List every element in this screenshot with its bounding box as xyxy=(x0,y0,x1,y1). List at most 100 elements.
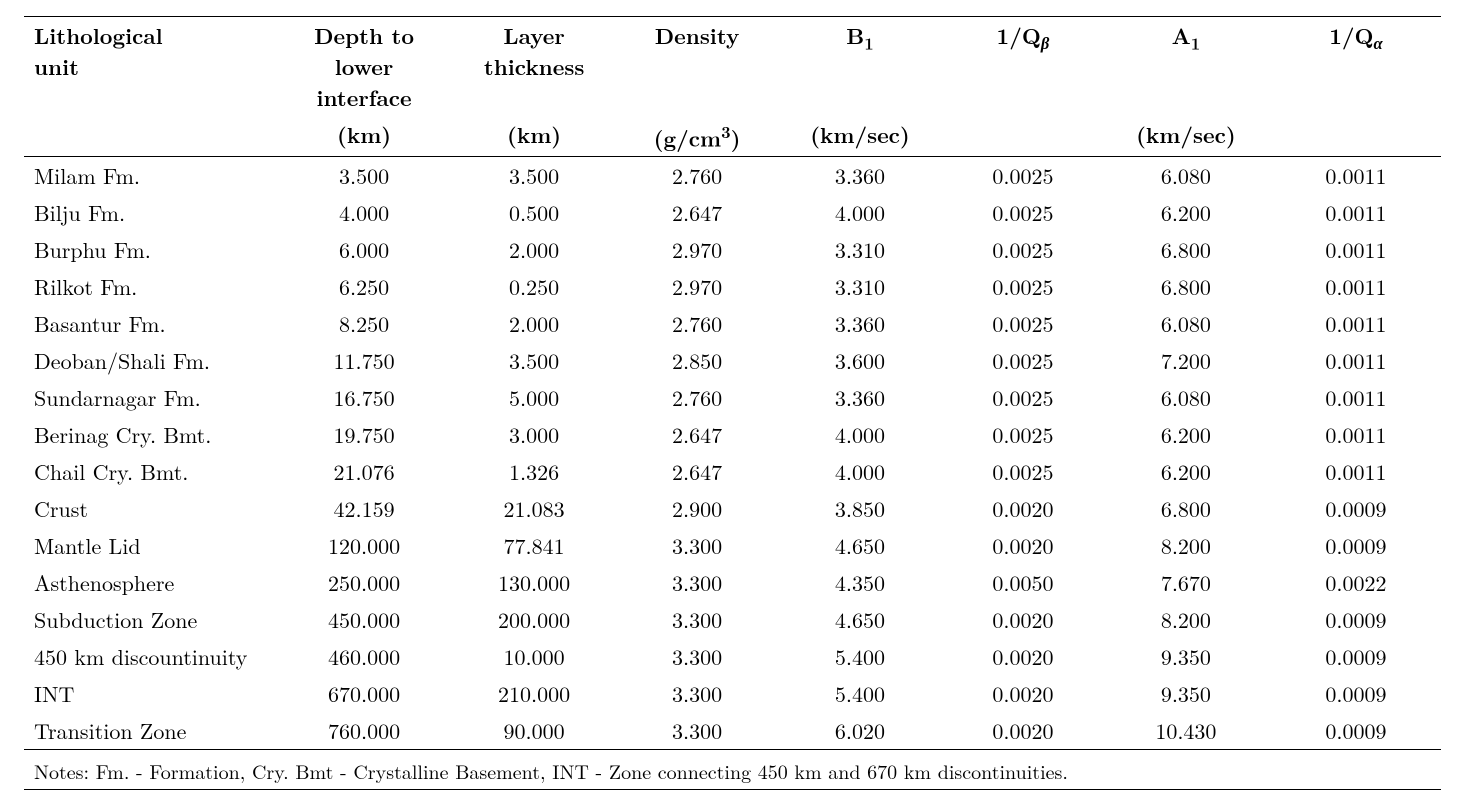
cell-b1: 5.400 xyxy=(775,638,945,675)
cell-qbeta: 0.0025 xyxy=(945,379,1101,416)
cell-unit: Burphu Fm. xyxy=(24,231,279,268)
cell-unit: Crust xyxy=(24,490,279,527)
cell-a1: 9.350 xyxy=(1101,638,1271,675)
cell-qbeta: 0.0020 xyxy=(945,527,1101,564)
cell-b1: 4.650 xyxy=(775,601,945,638)
table-row: Berinag Cry. Bmt.19.7503.0002.6474.0000.… xyxy=(24,416,1441,453)
table-row: Basantur Fm.8.2502.0002.7603.3600.00256.… xyxy=(24,305,1441,342)
cell-unit: Sundarnagar Fm. xyxy=(24,379,279,416)
cell-density: 2.647 xyxy=(619,453,775,490)
table-row: Asthenosphere250.000130.0003.3004.3500.0… xyxy=(24,564,1441,601)
cell-depth: 760.000 xyxy=(279,712,449,750)
cell-depth: 460.000 xyxy=(279,638,449,675)
table-foot: Notes: Fm. - Formation, Cry. Bmt - Cryst… xyxy=(24,750,1441,790)
cell-a1: 6.200 xyxy=(1101,453,1271,490)
cell-thickness: 3.500 xyxy=(449,157,619,195)
cell-thickness: 3.500 xyxy=(449,342,619,379)
cell-b1: 4.000 xyxy=(775,194,945,231)
col-header-b1: B1 xyxy=(775,17,945,117)
cell-a1: 6.800 xyxy=(1101,268,1271,305)
cell-density: 3.300 xyxy=(619,564,775,601)
table-row: Sundarnagar Fm.16.7505.0002.7603.3600.00… xyxy=(24,379,1441,416)
table-head: LithologicalunitDepth tolowerinterfaceLa… xyxy=(24,17,1441,157)
col-header-a1: A1 xyxy=(1101,17,1271,117)
cell-a1: 8.200 xyxy=(1101,527,1271,564)
cell-depth: 21.076 xyxy=(279,453,449,490)
table-row: Chail Cry. Bmt.21.0761.3262.6474.0000.00… xyxy=(24,453,1441,490)
cell-qbeta: 0.0025 xyxy=(945,268,1101,305)
cell-unit: Asthenosphere xyxy=(24,564,279,601)
header-row-labels: LithologicalunitDepth tolowerinterfaceLa… xyxy=(24,17,1441,117)
cell-qalpha: 0.0011 xyxy=(1271,194,1441,231)
table-row: Subduction Zone450.000200.0003.3004.6500… xyxy=(24,601,1441,638)
cell-depth: 670.000 xyxy=(279,675,449,712)
cell-qbeta: 0.0025 xyxy=(945,157,1101,195)
cell-depth: 120.000 xyxy=(279,527,449,564)
cell-qbeta: 0.0020 xyxy=(945,712,1101,750)
cell-qalpha: 0.0011 xyxy=(1271,379,1441,416)
col-header-density: Density xyxy=(619,17,775,117)
cell-thickness: 90.000 xyxy=(449,712,619,750)
cell-qalpha: 0.0009 xyxy=(1271,712,1441,750)
cell-a1: 6.200 xyxy=(1101,416,1271,453)
cell-b1: 4.000 xyxy=(775,453,945,490)
cell-qalpha: 0.0009 xyxy=(1271,675,1441,712)
cell-qalpha: 0.0011 xyxy=(1271,231,1441,268)
cell-unit: Rilkot Fm. xyxy=(24,268,279,305)
cell-density: 2.760 xyxy=(619,157,775,195)
cell-depth: 250.000 xyxy=(279,564,449,601)
cell-b1: 3.310 xyxy=(775,268,945,305)
cell-qalpha: 0.0009 xyxy=(1271,490,1441,527)
cell-thickness: 3.000 xyxy=(449,416,619,453)
cell-thickness: 10.000 xyxy=(449,638,619,675)
table-row: Deoban/Shali Fm.11.7503.5002.8503.6000.0… xyxy=(24,342,1441,379)
cell-qalpha: 0.0011 xyxy=(1271,416,1441,453)
cell-unit: Deoban/Shali Fm. xyxy=(24,342,279,379)
table-row: 450 km discountinuity460.00010.0003.3005… xyxy=(24,638,1441,675)
cell-thickness: 5.000 xyxy=(449,379,619,416)
footnote-row: Notes: Fm. - Formation, Cry. Bmt - Cryst… xyxy=(24,750,1441,790)
cell-b1: 4.000 xyxy=(775,416,945,453)
cell-unit: Basantur Fm. xyxy=(24,305,279,342)
table-row: INT670.000210.0003.3005.4000.00209.3500.… xyxy=(24,675,1441,712)
col-unit-qbeta xyxy=(945,116,1101,157)
cell-a1: 6.800 xyxy=(1101,490,1271,527)
cell-unit: Chail Cry. Bmt. xyxy=(24,453,279,490)
cell-thickness: 2.000 xyxy=(449,231,619,268)
cell-a1: 9.350 xyxy=(1101,675,1271,712)
col-unit-depth: (km) xyxy=(279,116,449,157)
header-row-units: (km)(km)(g/cm3)(km/sec)(km/sec) xyxy=(24,116,1441,157)
cell-qalpha: 0.0011 xyxy=(1271,157,1441,195)
cell-depth: 19.750 xyxy=(279,416,449,453)
col-unit-unit xyxy=(24,116,279,157)
cell-qbeta: 0.0020 xyxy=(945,490,1101,527)
cell-unit: Milam Fm. xyxy=(24,157,279,195)
table-body: Milam Fm.3.5003.5002.7603.3600.00256.080… xyxy=(24,157,1441,750)
cell-depth: 8.250 xyxy=(279,305,449,342)
cell-density: 3.300 xyxy=(619,675,775,712)
table-row: Bilju Fm.4.0000.5002.6474.0000.00256.200… xyxy=(24,194,1441,231)
cell-unit: Subduction Zone xyxy=(24,601,279,638)
cell-depth: 6.000 xyxy=(279,231,449,268)
lithological-table: LithologicalunitDepth tolowerinterfaceLa… xyxy=(24,16,1441,790)
cell-density: 3.300 xyxy=(619,712,775,750)
cell-density: 2.900 xyxy=(619,490,775,527)
cell-b1: 3.850 xyxy=(775,490,945,527)
cell-thickness: 2.000 xyxy=(449,305,619,342)
cell-depth: 42.159 xyxy=(279,490,449,527)
col-unit-density: (g/cm3) xyxy=(619,116,775,157)
cell-density: 2.647 xyxy=(619,194,775,231)
table-row: Crust42.15921.0832.9003.8500.00206.8000.… xyxy=(24,490,1441,527)
cell-thickness: 0.500 xyxy=(449,194,619,231)
cell-qalpha: 0.0009 xyxy=(1271,527,1441,564)
cell-qalpha: 0.0022 xyxy=(1271,564,1441,601)
cell-depth: 6.250 xyxy=(279,268,449,305)
cell-b1: 4.350 xyxy=(775,564,945,601)
cell-unit: Mantle Lid xyxy=(24,527,279,564)
col-header-thickness: Layerthickness xyxy=(449,17,619,117)
cell-a1: 10.430 xyxy=(1101,712,1271,750)
cell-density: 3.300 xyxy=(619,527,775,564)
table-row: Mantle Lid120.00077.8413.3004.6500.00208… xyxy=(24,527,1441,564)
cell-density: 2.760 xyxy=(619,305,775,342)
cell-density: 3.300 xyxy=(619,601,775,638)
